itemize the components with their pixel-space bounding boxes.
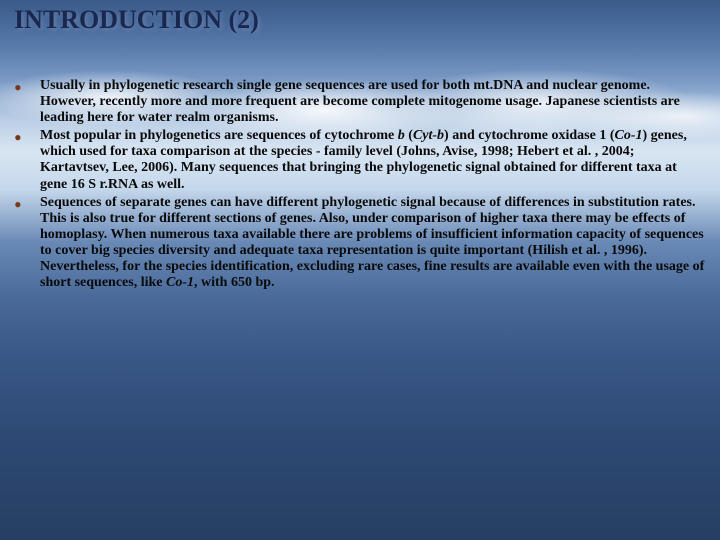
text-span: Usually in phylogenetic research single … [40, 78, 680, 125]
text-span: , with 650 bp. [194, 275, 275, 290]
italic-span: Cyt-b [413, 128, 444, 143]
bullet-marker: • [14, 195, 40, 213]
text-span: ( [405, 128, 413, 143]
page-title: INTRODUCTION (2) [14, 5, 259, 35]
italic-span: Co-1 [166, 275, 194, 290]
italic-span: Co-1 [615, 128, 643, 143]
list-item: • Sequences of separate genes can have d… [14, 195, 706, 292]
list-item: • Usually in phylogenetic research singl… [14, 78, 706, 126]
bullet-text: Most popular in phylogenetics are sequen… [40, 128, 706, 192]
bullet-marker: • [14, 128, 40, 146]
text-span: Sequences of separate genes can have dif… [40, 195, 704, 290]
italic-span: b [398, 128, 405, 143]
bullet-list: • Usually in phylogenetic research singl… [14, 78, 706, 293]
list-item: • Most popular in phylogenetics are sequ… [14, 128, 706, 192]
bullet-text: Sequences of separate genes can have dif… [40, 195, 706, 292]
text-span: ) and cytochrome oxidase 1 ( [444, 128, 614, 143]
text-span: Most popular in phylogenetics are sequen… [40, 128, 398, 143]
bullet-text: Usually in phylogenetic research single … [40, 78, 706, 126]
bullet-marker: • [14, 78, 40, 96]
